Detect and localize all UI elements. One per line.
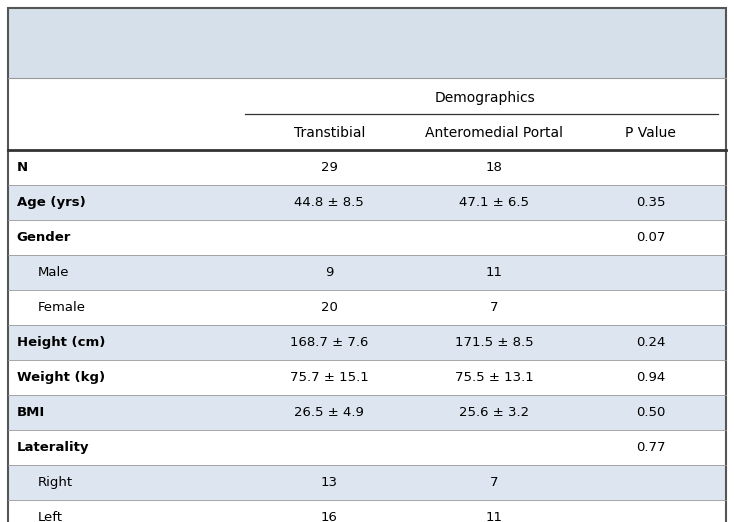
Text: 0.24: 0.24 <box>636 336 665 349</box>
Text: 16: 16 <box>321 511 338 522</box>
Bar <box>8 360 726 395</box>
Bar <box>8 290 726 325</box>
Text: Anteromedial Portal: Anteromedial Portal <box>426 126 564 140</box>
Text: 29: 29 <box>321 161 338 174</box>
Bar <box>8 325 726 360</box>
Text: P Value: P Value <box>625 126 676 140</box>
Text: Weight (kg): Weight (kg) <box>17 371 105 384</box>
Text: 75.5 ± 13.1: 75.5 ± 13.1 <box>455 371 534 384</box>
Text: 18: 18 <box>486 161 503 174</box>
Text: 75.7 ± 15.1: 75.7 ± 15.1 <box>290 371 368 384</box>
Text: 7: 7 <box>490 476 498 489</box>
Text: 0.94: 0.94 <box>636 371 665 384</box>
Text: Age (yrs): Age (yrs) <box>17 196 85 209</box>
Text: Right: Right <box>38 476 73 489</box>
Text: 47.1 ± 6.5: 47.1 ± 6.5 <box>459 196 529 209</box>
Text: Male: Male <box>38 266 70 279</box>
Text: 171.5 ± 8.5: 171.5 ± 8.5 <box>455 336 534 349</box>
Text: 13: 13 <box>321 476 338 489</box>
Text: Female: Female <box>38 301 86 314</box>
Bar <box>8 255 726 290</box>
Bar <box>8 8 726 78</box>
Text: 0.35: 0.35 <box>636 196 665 209</box>
Text: 20: 20 <box>321 301 338 314</box>
Text: Transtibial: Transtibial <box>294 126 365 140</box>
Bar <box>8 430 726 465</box>
Text: 0.77: 0.77 <box>636 441 665 454</box>
Text: 0.07: 0.07 <box>636 231 665 244</box>
Text: 11: 11 <box>486 511 503 522</box>
Text: BMI: BMI <box>17 406 45 419</box>
Text: Height (cm): Height (cm) <box>17 336 105 349</box>
Text: Gender: Gender <box>17 231 71 244</box>
Text: 168.7 ± 7.6: 168.7 ± 7.6 <box>290 336 368 349</box>
Text: N: N <box>17 161 28 174</box>
Text: 44.8 ± 8.5: 44.8 ± 8.5 <box>294 196 364 209</box>
Bar <box>8 465 726 500</box>
Text: Left: Left <box>38 511 63 522</box>
Text: 7: 7 <box>490 301 498 314</box>
Bar <box>8 220 726 255</box>
Text: 25.6 ± 3.2: 25.6 ± 3.2 <box>459 406 529 419</box>
Text: 9: 9 <box>325 266 333 279</box>
Text: Laterality: Laterality <box>17 441 89 454</box>
Bar <box>8 500 726 522</box>
Bar <box>8 395 726 430</box>
Bar <box>8 185 726 220</box>
Text: 11: 11 <box>486 266 503 279</box>
Text: Demographics: Demographics <box>435 91 536 105</box>
Text: 26.5 ± 4.9: 26.5 ± 4.9 <box>294 406 364 419</box>
Bar <box>8 150 726 185</box>
Text: 0.50: 0.50 <box>636 406 665 419</box>
